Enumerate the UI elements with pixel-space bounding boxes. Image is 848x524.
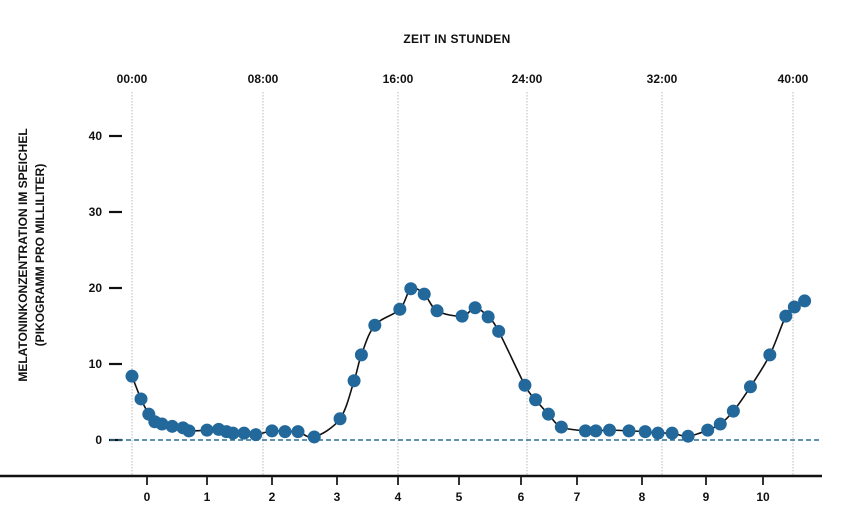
data-point (249, 428, 263, 442)
data-point (417, 287, 431, 301)
data-point (468, 301, 482, 315)
top-tick-label: 08:00 (248, 72, 279, 86)
data-point (333, 412, 347, 426)
data-point (134, 392, 148, 406)
data-point (347, 374, 361, 388)
bottom-tick-label: 7 (574, 490, 581, 504)
data-point (726, 404, 740, 418)
data-point (226, 426, 240, 440)
y-axis-label-line1: MELATONINKONZENTRATION IM SPEICHEL (16, 128, 30, 381)
bottom-tick-label: 6 (518, 490, 525, 504)
data-point (155, 417, 169, 431)
data-point (701, 423, 715, 437)
y-tick-label: 20 (89, 281, 103, 295)
data-point (554, 420, 568, 434)
bottom-tick-label: 10 (756, 490, 770, 504)
data-point (278, 425, 292, 439)
y-axis: 0 10 20 30 40 (89, 129, 122, 447)
data-point (265, 424, 279, 438)
data-point (541, 407, 555, 421)
bottom-tick-label: 8 (639, 490, 646, 504)
top-tick-label: 16:00 (383, 72, 414, 86)
y-tick-label: 30 (89, 205, 103, 219)
data-point (787, 300, 801, 314)
data-point (713, 417, 727, 431)
data-points (125, 282, 812, 444)
data-point (481, 310, 495, 324)
data-point (589, 424, 603, 438)
data-point (578, 424, 592, 438)
top-tick-label: 40:00 (778, 72, 809, 86)
data-point (354, 348, 368, 362)
top-tick-label: 24:00 (512, 72, 543, 86)
data-point (603, 423, 616, 437)
data-point (622, 424, 636, 438)
data-point (798, 294, 812, 308)
data-point (404, 282, 418, 296)
top-tick-label: 32:00 (647, 72, 678, 86)
bottom-tick-label: 5 (456, 490, 463, 504)
bottom-tick-label: 0 (144, 490, 151, 504)
y-axis-label-line2: (PIKOGRAMM PRO MILLILITER) (33, 164, 47, 347)
bottom-day-axis: 0 1 2 3 4 5 6 7 8 9 10 (144, 477, 770, 504)
data-point (529, 393, 543, 407)
data-point (182, 424, 196, 438)
bottom-tick-label: 9 (703, 490, 710, 504)
y-axis-label: MELATONINKONZENTRATION IM SPEICHEL (PIKO… (16, 128, 47, 381)
top-tick-label: 00:00 (117, 72, 148, 86)
data-point (200, 423, 214, 437)
data-point (518, 378, 532, 392)
data-point (237, 426, 251, 440)
data-point (492, 324, 506, 338)
data-point (291, 425, 305, 439)
vertical-gridlines (131, 92, 794, 476)
data-point (430, 304, 444, 318)
y-tick-label: 0 (95, 433, 102, 447)
x-axis-title: ZEIT IN STUNDEN (403, 32, 510, 46)
y-tick-label: 10 (89, 357, 103, 371)
data-point (779, 309, 793, 323)
data-point (681, 429, 695, 443)
bottom-tick-label: 4 (395, 490, 402, 504)
data-point (393, 302, 407, 316)
data-point (368, 318, 382, 332)
data-point (638, 425, 652, 439)
data-point (651, 426, 665, 440)
bottom-tick-label: 3 (334, 490, 341, 504)
data-point (665, 426, 679, 440)
data-point (307, 430, 321, 444)
top-time-axis: 00:00 08:00 16:00 24:00 32:00 40:00 (117, 72, 809, 86)
data-point (125, 369, 139, 383)
data-point (165, 419, 179, 433)
bottom-tick-label: 2 (269, 490, 276, 504)
bottom-tick-label: 1 (204, 490, 211, 504)
data-point (763, 348, 777, 362)
y-tick-label: 40 (89, 129, 103, 143)
data-point (743, 380, 757, 394)
smoothed-curve (131, 287, 806, 439)
data-point (455, 309, 469, 323)
